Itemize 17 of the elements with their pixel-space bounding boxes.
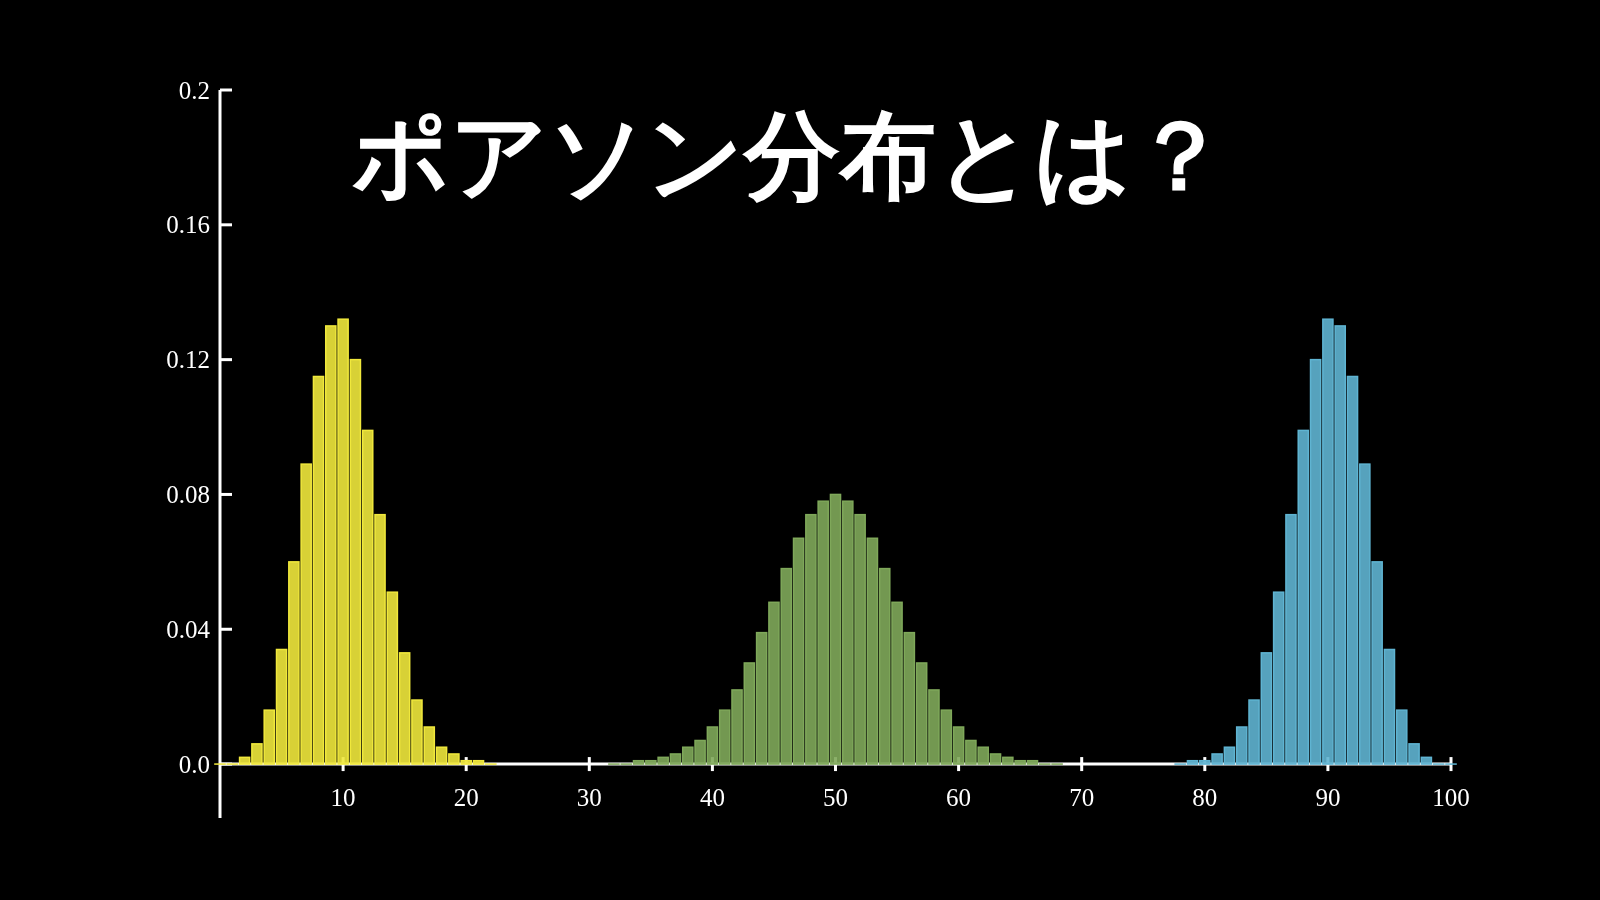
y-tick-label: 0.08: [166, 480, 210, 508]
x-tick-label: 100: [1432, 784, 1470, 812]
y-tick-label: 0.16: [166, 211, 210, 239]
x-tick-label: 40: [699, 784, 725, 812]
x-tick-label: 50: [823, 784, 848, 812]
y-tick-label: 0.12: [166, 346, 210, 374]
y-tick-label: 0.2: [178, 76, 210, 104]
x-tick-label: 30: [576, 784, 602, 812]
y-tick-label: 0.0: [178, 750, 210, 778]
x-tick-label: 10: [330, 784, 356, 812]
x-tick-label: 80: [1192, 784, 1218, 812]
y-tick-label: 0.04: [166, 615, 211, 643]
x-tick-label: 60: [946, 784, 972, 812]
x-tick-label: 90: [1315, 784, 1341, 812]
chart-title: ポアソン分布とは？: [352, 101, 1228, 209]
x-tick-label: 20: [453, 784, 479, 812]
x-tick-label: 70: [1069, 784, 1095, 812]
